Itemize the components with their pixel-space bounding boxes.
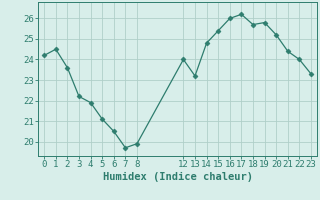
X-axis label: Humidex (Indice chaleur): Humidex (Indice chaleur) (103, 172, 252, 182)
